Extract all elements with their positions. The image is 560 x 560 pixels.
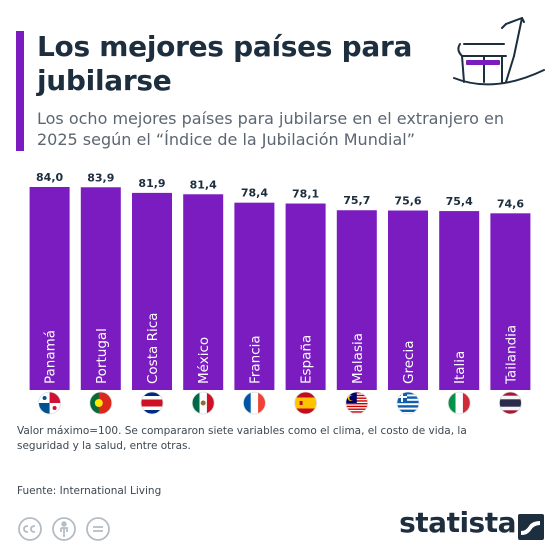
flag-thailand-icon <box>498 391 522 415</box>
category-label-8: Grecia <box>401 341 417 384</box>
page-subtitle: Los ocho mejores países para jubilarse e… <box>37 109 504 149</box>
flag-portugal-icon <box>89 391 113 415</box>
bar-9 <box>439 211 480 390</box>
value-label-10: 74,6 <box>497 197 524 210</box>
category-label-6: España <box>299 335 315 384</box>
category-label-3: Costa Rica <box>145 313 161 384</box>
bar-8 <box>388 210 428 390</box>
value-label-1: 84,0 <box>36 171 63 184</box>
category-label-5: Francia <box>247 335 263 384</box>
flag-mexico-icon <box>191 391 215 415</box>
statista-logo-icon[interactable] <box>518 514 544 540</box>
bar-3 <box>132 192 172 390</box>
value-label-8: 75,6 <box>394 195 421 208</box>
category-label-7: Malasia <box>350 333 366 384</box>
by-icon <box>52 517 76 541</box>
bar-5 <box>234 202 275 390</box>
source-text: Fuente: International Living <box>17 485 162 497</box>
category-label-2: Portugal <box>94 328 110 384</box>
bar-1 <box>29 187 70 390</box>
value-label-3: 81,9 <box>138 177 165 190</box>
nd-icon <box>86 517 110 541</box>
bar-4 <box>183 194 224 390</box>
bar-7 <box>336 210 377 390</box>
bar-10 <box>490 213 531 390</box>
flag-spain-icon <box>294 391 318 415</box>
category-label-1: Panamá <box>43 330 59 384</box>
bar-2 <box>80 187 121 390</box>
value-label-7: 75,7 <box>343 194 370 207</box>
license-icons[interactable] <box>17 516 113 542</box>
value-label-4: 81,4 <box>190 178 217 191</box>
value-label-5: 78,4 <box>241 187 268 200</box>
flag-panama-icon <box>38 391 61 415</box>
value-label-6: 78,1 <box>292 188 319 201</box>
value-label-9: 75,4 <box>446 195 473 208</box>
footnote: Valor máximo=100. Se compararon siete va… <box>17 425 467 452</box>
category-label-4: México <box>196 337 212 384</box>
flag-greece-icon <box>396 391 420 415</box>
flag-malaysia-icon <box>345 391 369 415</box>
value-label-2: 83,9 <box>87 171 114 184</box>
flag-costa-rica-icon <box>140 391 164 415</box>
bar-chart: 84,0 Panamá 83,9 Portugal 81,9 Costa Rica 81,4… <box>29 171 531 415</box>
title-accent-bar <box>16 31 24 151</box>
statista-logo-text[interactable]: statista <box>399 506 516 539</box>
rocking-chair-icon <box>453 17 545 86</box>
category-label-9: Italia <box>452 351 468 384</box>
cc-icon <box>18 517 42 541</box>
page-title: Los mejores países para jubilarse <box>37 30 413 97</box>
bar-6 <box>285 203 326 390</box>
flag-italy-icon <box>447 391 471 415</box>
category-label-10: Tailandia <box>503 325 519 385</box>
flag-france-icon <box>242 391 266 415</box>
